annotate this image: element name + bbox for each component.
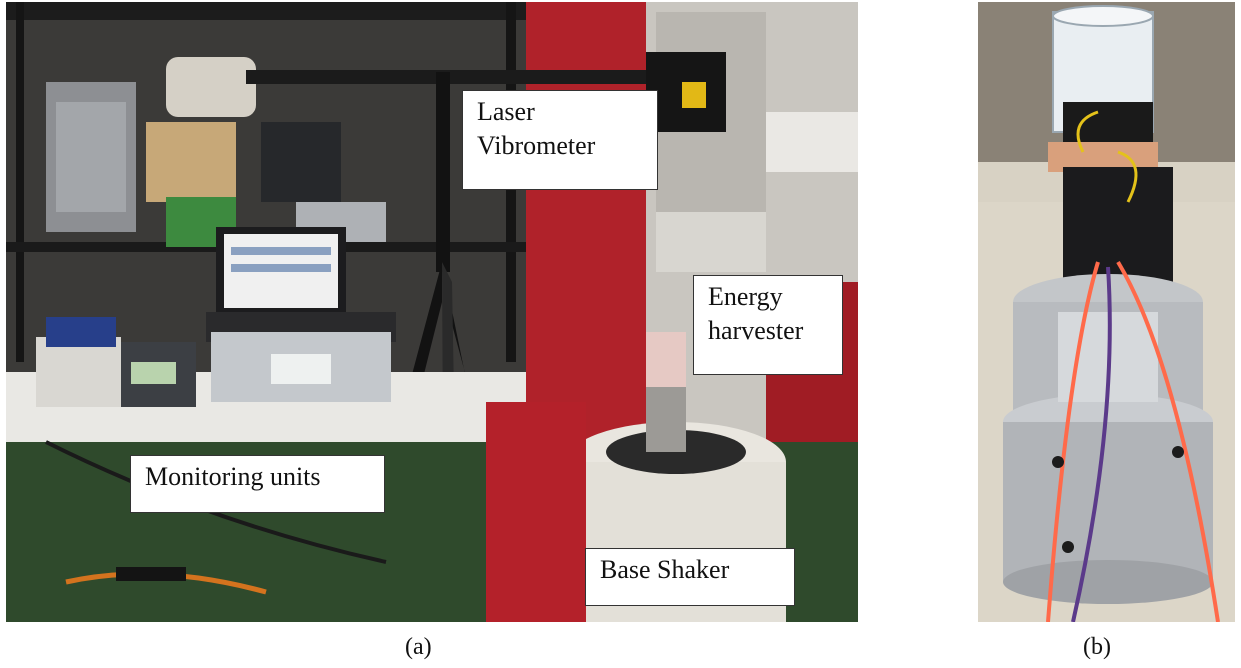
energy-harvester-label: Energy harvester bbox=[693, 275, 843, 375]
energy-harvester-illustration bbox=[978, 2, 1235, 622]
panel-b-caption: (b) bbox=[1083, 634, 1111, 660]
energy-harvester-closeup-photo bbox=[978, 2, 1235, 622]
monitoring-units-label: Monitoring units bbox=[130, 455, 385, 513]
laser-vibrometer-label: Laser Vibrometer bbox=[462, 90, 658, 190]
panel-a-caption: (a) bbox=[405, 634, 432, 660]
base-shaker-label: Base Shaker bbox=[585, 548, 795, 606]
